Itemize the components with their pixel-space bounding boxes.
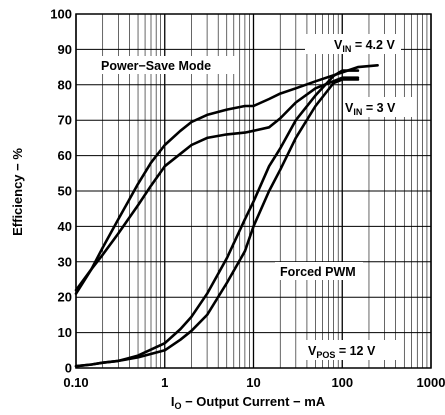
forced-pwm-label-bg — [275, 262, 363, 280]
power-save-annotation: Power−Save Mode — [101, 59, 211, 73]
plot-frame — [75, 13, 432, 369]
x-tick-label: 100 — [331, 375, 353, 390]
x-tick-labels: 0.10 1 10 100 1000 — [63, 375, 445, 390]
forced-pwm-annotation: Forced PWM — [280, 265, 356, 279]
vin-3-label-bg — [343, 97, 415, 117]
y-tick-label: 90 — [58, 42, 72, 57]
y-tick-labels: 0 10 20 30 40 50 60 70 80 90 100 — [50, 7, 72, 376]
y-tick-label: 30 — [58, 254, 72, 269]
y-tick-label: 80 — [58, 77, 72, 92]
x-tick-label: 10 — [246, 375, 260, 390]
vin-42-label-bg — [305, 34, 401, 54]
x-tick-label: 0.10 — [63, 375, 88, 390]
y-tick-label: 0 — [65, 361, 72, 376]
x-tick-label: 1000 — [417, 375, 445, 390]
y-tick-label: 60 — [58, 148, 72, 163]
x-tick-label: 1 — [161, 375, 168, 390]
y-tick-label: 100 — [50, 7, 72, 22]
vpos-annotation: VPOS = 12 V — [308, 344, 376, 360]
y-tick-label: 50 — [58, 184, 72, 199]
power-save-label-bg — [98, 56, 236, 74]
vpos-label-bg — [306, 340, 400, 360]
y-tick-label: 40 — [58, 219, 72, 234]
vin-3-annotation: VIN = 3 V — [345, 101, 396, 117]
x-axis-label: IO − Output Current − mA — [171, 394, 326, 411]
series-group — [74, 64, 379, 368]
y-tick-label: 70 — [58, 113, 72, 128]
series-line-2 — [74, 76, 360, 292]
series-line-1 — [74, 64, 379, 295]
series-line-4 — [74, 78, 360, 368]
y-axis-label: Efficiency − % — [10, 148, 25, 236]
y-tick-label: 10 — [58, 325, 72, 340]
vin-42-annotation: VIN = 4.2 V — [334, 38, 395, 54]
y-tick-label: 20 — [58, 290, 72, 305]
